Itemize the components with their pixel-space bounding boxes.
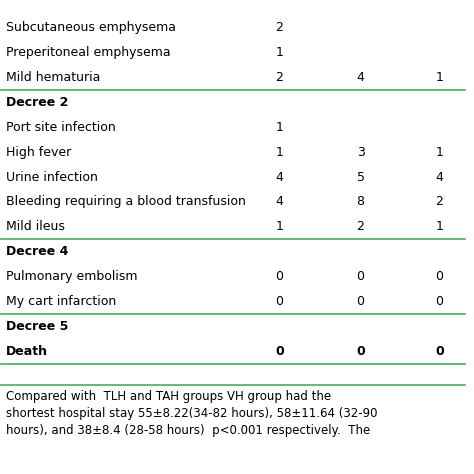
Text: Decree 5: Decree 5 [6, 320, 68, 333]
Text: 0: 0 [275, 270, 283, 283]
Text: 5: 5 [356, 171, 365, 183]
Text: My cart infarction: My cart infarction [6, 295, 116, 308]
Text: 2: 2 [435, 195, 443, 209]
Text: Subcutaneous emphysema: Subcutaneous emphysema [6, 21, 176, 35]
Text: 4: 4 [435, 171, 443, 183]
Text: 4: 4 [356, 71, 365, 84]
Text: 2: 2 [275, 21, 283, 35]
Text: Port site infection: Port site infection [6, 121, 116, 134]
Text: 0: 0 [435, 295, 443, 308]
Text: 0: 0 [356, 270, 365, 283]
Text: 0: 0 [356, 295, 365, 308]
Text: Pulmonary embolism: Pulmonary embolism [6, 270, 137, 283]
Text: 0: 0 [275, 295, 283, 308]
Text: 0: 0 [356, 345, 365, 358]
Text: Death: Death [6, 345, 48, 358]
Text: High fever: High fever [6, 146, 71, 159]
Text: 2: 2 [275, 71, 283, 84]
Text: 1: 1 [435, 146, 443, 159]
Text: 3: 3 [356, 146, 365, 159]
Text: Mild hematuria: Mild hematuria [6, 71, 100, 84]
Text: 1: 1 [275, 220, 283, 233]
Text: 8: 8 [356, 195, 365, 209]
Text: 1: 1 [275, 46, 283, 59]
Text: 1: 1 [275, 121, 283, 134]
Text: 0: 0 [435, 270, 443, 283]
Text: 0: 0 [435, 345, 444, 358]
Text: Decree 4: Decree 4 [6, 245, 68, 258]
Text: 1: 1 [435, 220, 443, 233]
Text: 4: 4 [275, 171, 283, 183]
Text: Preperitoneal emphysema: Preperitoneal emphysema [6, 46, 171, 59]
Text: Mild ileus: Mild ileus [6, 220, 65, 233]
Text: 4: 4 [275, 195, 283, 209]
Text: Decree 2: Decree 2 [6, 96, 68, 109]
Text: 1: 1 [275, 146, 283, 159]
Text: 1: 1 [435, 71, 443, 84]
Text: Compared with  TLH and TAH groups VH group had the
shortest hospital stay 55±8.2: Compared with TLH and TAH groups VH grou… [6, 390, 377, 437]
Text: Bleeding requiring a blood transfusion: Bleeding requiring a blood transfusion [6, 195, 246, 209]
Text: 2: 2 [356, 220, 365, 233]
Text: Urine infection: Urine infection [6, 171, 98, 183]
Text: 0: 0 [275, 345, 284, 358]
